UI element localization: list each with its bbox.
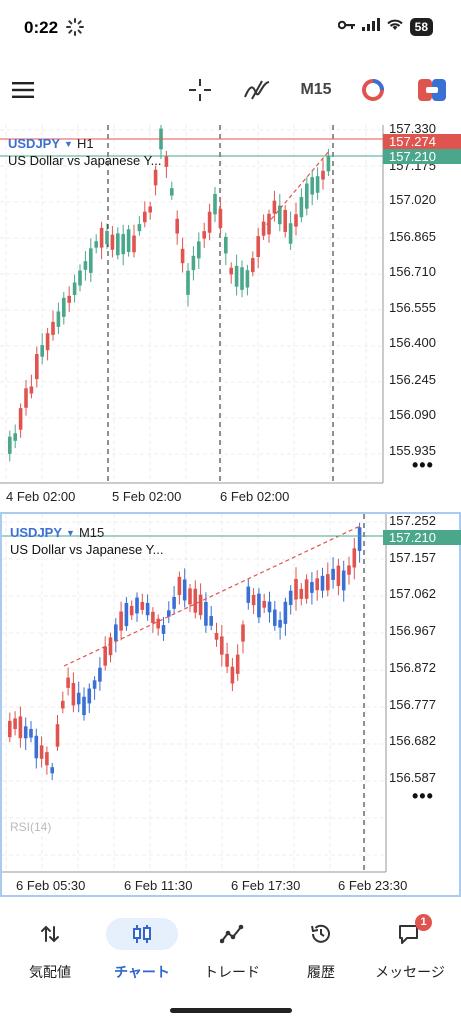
m15-time-label: 6 Feb 05:30 [16, 878, 86, 893]
nav-history[interactable]: 履歴 [275, 908, 367, 988]
h1-price-label: 155.935 [389, 443, 436, 458]
h1-symbol[interactable]: USDJPY [8, 136, 61, 151]
m15-price-label: 156.777 [389, 697, 436, 712]
home-indicator [170, 1008, 292, 1013]
h1-more-icon[interactable]: ••• [412, 455, 434, 475]
m15-description: US Dollar vs Japanese Y... [10, 542, 164, 557]
nav-label: 履歴 [307, 964, 335, 980]
chart-m15-panel[interactable]: USDJPY ▼ M15 US Dollar vs Japanese Y... … [0, 512, 461, 897]
message-badge: 1 [415, 914, 432, 931]
h1-time-label: 4 Feb 02:00 [6, 489, 76, 504]
nav-label: 気配値 [29, 964, 71, 980]
h1-time-label: 5 Feb 02:00 [112, 489, 182, 504]
nav-label: トレード [204, 964, 260, 980]
h1-description: US Dollar vs Japanese Y... [8, 153, 162, 168]
trade-icon [220, 924, 244, 944]
m15-price-label: 156.872 [389, 660, 436, 675]
menu-icon[interactable] [10, 76, 36, 104]
m15-time-label: 6 Feb 17:30 [231, 878, 301, 893]
chart-toolbar: M15 [0, 62, 461, 118]
nav-quotes[interactable]: 気配値 [4, 908, 96, 988]
h1-price-label: 157.020 [389, 192, 436, 207]
status-time: 0:22 [24, 18, 59, 37]
bottom-navigation: 気配値 チャート トレード 履歴 1 メッセージ [0, 908, 461, 988]
m15-symbol-dropdown-icon[interactable]: ▼ [66, 527, 75, 538]
m15-time-label: 6 Feb 23:30 [338, 878, 408, 893]
crosshair-icon[interactable] [186, 76, 214, 104]
key-icon [337, 18, 356, 36]
nav-chart[interactable]: チャート [96, 908, 188, 988]
indicators-icon[interactable] [242, 76, 272, 104]
loading-icon [66, 18, 84, 41]
m15-price-label: 157.252 [389, 513, 436, 528]
h1-price-label: 156.400 [389, 335, 436, 350]
h1-price-label: 156.245 [389, 372, 436, 387]
h1-candles [0, 125, 384, 484]
templates-icon[interactable] [358, 76, 388, 104]
signal-icon [361, 18, 380, 36]
chart-h1-panel[interactable]: USDJPY ▼ H1 US Dollar vs Japanese Y... 1… [0, 121, 461, 510]
m15-price-axis[interactable]: 157.252 157.157 157.062 156.967 156.872 … [383, 513, 461, 814]
h1-price-label: 156.865 [389, 229, 436, 244]
battery-indicator: 58 [409, 18, 433, 36]
wifi-icon [386, 18, 404, 36]
h1-price-label: 157.330 [389, 121, 436, 136]
m15-candles [2, 514, 387, 873]
h1-price-axis[interactable]: 157.330 157.175 157.020 156.865 156.710 … [383, 121, 461, 485]
trade-order-icon[interactable] [416, 76, 448, 104]
h1-timeframe: H1 [76, 136, 94, 151]
nav-messages[interactable]: 1 メッセージ [364, 908, 456, 988]
m15-timeframe: M15 [78, 525, 105, 540]
h1-price-label: 156.710 [389, 264, 436, 279]
m15-price-label: 156.967 [389, 623, 436, 638]
h1-price-label: 156.555 [389, 300, 436, 315]
nav-trade[interactable]: トレード [186, 908, 278, 988]
nav-label: メッセージ [375, 964, 445, 980]
timeframe-button[interactable]: M15 [300, 81, 332, 98]
h1-ask-price-tag: 157.274 [383, 134, 461, 149]
m15-time-label: 6 Feb 11:30 [124, 878, 193, 893]
status-bar: 0:22 58 [0, 0, 461, 58]
h1-time-label: 6 Feb 02:00 [220, 489, 290, 504]
h1-symbol-dropdown-icon[interactable]: ▼ [64, 138, 73, 149]
m15-price-label: 157.157 [389, 550, 436, 565]
m15-symbol[interactable]: USDJPY [10, 525, 63, 540]
m15-price-label: 156.587 [389, 770, 436, 785]
h1-bid-price-tag: 157.210 [383, 149, 461, 164]
m15-price-label: 156.682 [389, 733, 436, 748]
h1-price-label: 156.090 [389, 407, 436, 422]
m15-bid-price-tag: 157.210 [383, 530, 461, 545]
history-icon [311, 924, 330, 943]
swap-icon [41, 925, 59, 943]
m15-price-label: 157.062 [389, 586, 436, 601]
candles-icon [133, 925, 151, 943]
m15-more-icon[interactable]: ••• [412, 786, 434, 806]
nav-label: チャート [114, 964, 170, 980]
rsi-indicator-label[interactable]: RSI(14) [10, 820, 52, 834]
